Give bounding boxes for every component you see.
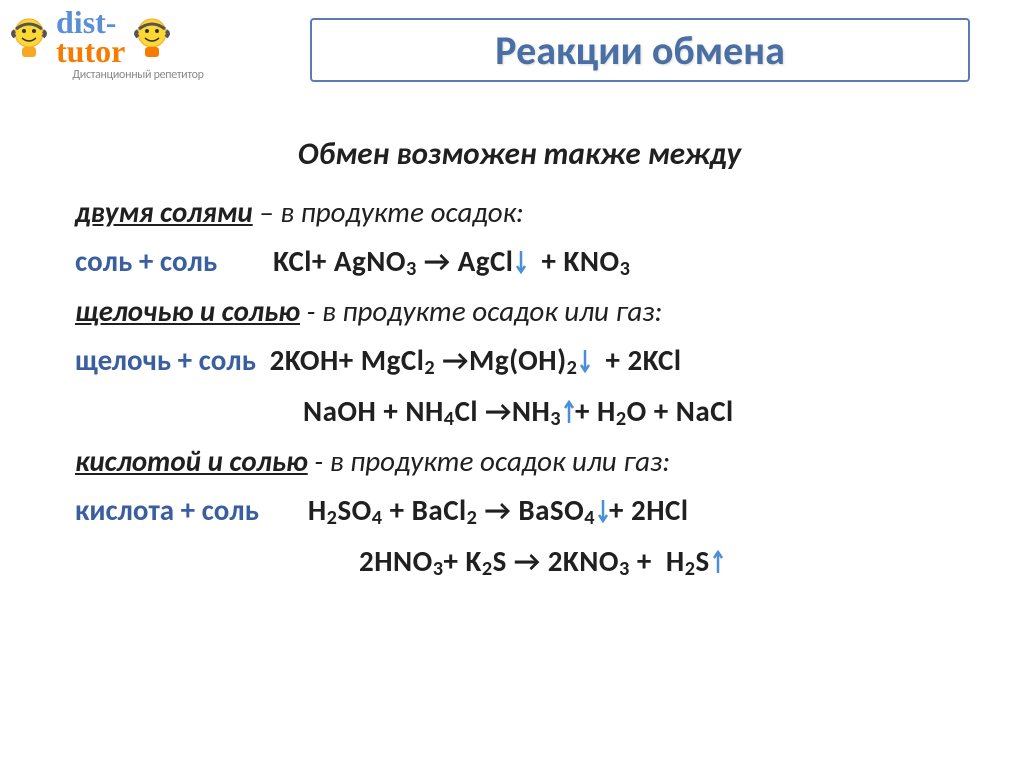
logo-box: dist- tutor [8, 8, 268, 66]
intro-rest-1: – в продукте осадок: [253, 194, 524, 230]
eq-label-2: щелочь + соль [75, 342, 256, 378]
intro-underlined-3: кислотой и солью [75, 443, 308, 479]
mascot-right-icon [131, 13, 173, 61]
intro-underlined-1: двумя солями [75, 194, 253, 230]
logo-subtitle: Дистанционный репетитор [8, 68, 268, 82]
intro-rest-3: - в продукте осадок или газ: [308, 443, 670, 479]
equation-row-2: щелочь + соль 2KOH+ MgCl2 →Mg(OH)2 + 2KC… [75, 338, 964, 384]
equation-row-3: NaOH + NH4Cl →NH3+ H2O + NaCl [75, 389, 964, 435]
logo-tutor-text: tutor [56, 37, 125, 66]
page-title: Реакции обмена [495, 26, 785, 75]
precipitate-arrow-icon [597, 488, 609, 533]
equation-2: 2KOH+ MgCl2 →Mg(OH)2 + 2KCl [263, 342, 682, 378]
equation-row-4: кислота + соль H2SO4 + BaCl2 → BaSO4+ 2H… [75, 488, 964, 534]
precipitate-arrow-icon [515, 239, 527, 284]
content-area: Обмен возможен также между двумя солями … [75, 130, 964, 589]
intro-rest-2: - в продукте осадок или газ: [300, 293, 662, 329]
logo-text: dist- tutor [56, 8, 125, 66]
section-intro-1: двумя солями – в продукте осадок: [75, 190, 964, 235]
eq-label-3: кислота + соль [75, 492, 259, 528]
title-box: Реакции обмена [310, 18, 970, 82]
intro-underlined-2: щелочью и солью [75, 293, 300, 329]
equation-1: KCl+ AgNO3 → AgCl + KNO3 [224, 243, 631, 279]
mascot-left-icon [8, 13, 50, 61]
section-intro-3: кислотой и солью - в продукте осадок или… [75, 439, 964, 484]
logo-area: dist- tutor Дистанционный репетитор [8, 8, 268, 93]
equation-row-1: соль + соль KCl+ AgNO3 → AgCl + KNO3 [75, 239, 964, 285]
gas-arrow-icon [563, 389, 575, 434]
equation-4: H2SO4 + BaCl2 → BaSO4+ 2HCl [266, 492, 689, 528]
content-heading: Обмен возможен также между [75, 130, 964, 178]
equation-5: 2HNO3+ K2S → 2KNO3 + H2S [359, 543, 724, 579]
precipitate-arrow-icon [579, 338, 591, 383]
equation-3: NaOH + NH4Cl →NH3+ H2O + NaCl [303, 393, 734, 429]
equation-row-5: 2HNO3+ K2S → 2KNO3 + H2S [75, 539, 964, 585]
gas-arrow-icon [712, 539, 724, 584]
eq-label-1: соль + соль [75, 243, 217, 279]
section-intro-2: щелочью и солью - в продукте осадок или … [75, 289, 964, 334]
